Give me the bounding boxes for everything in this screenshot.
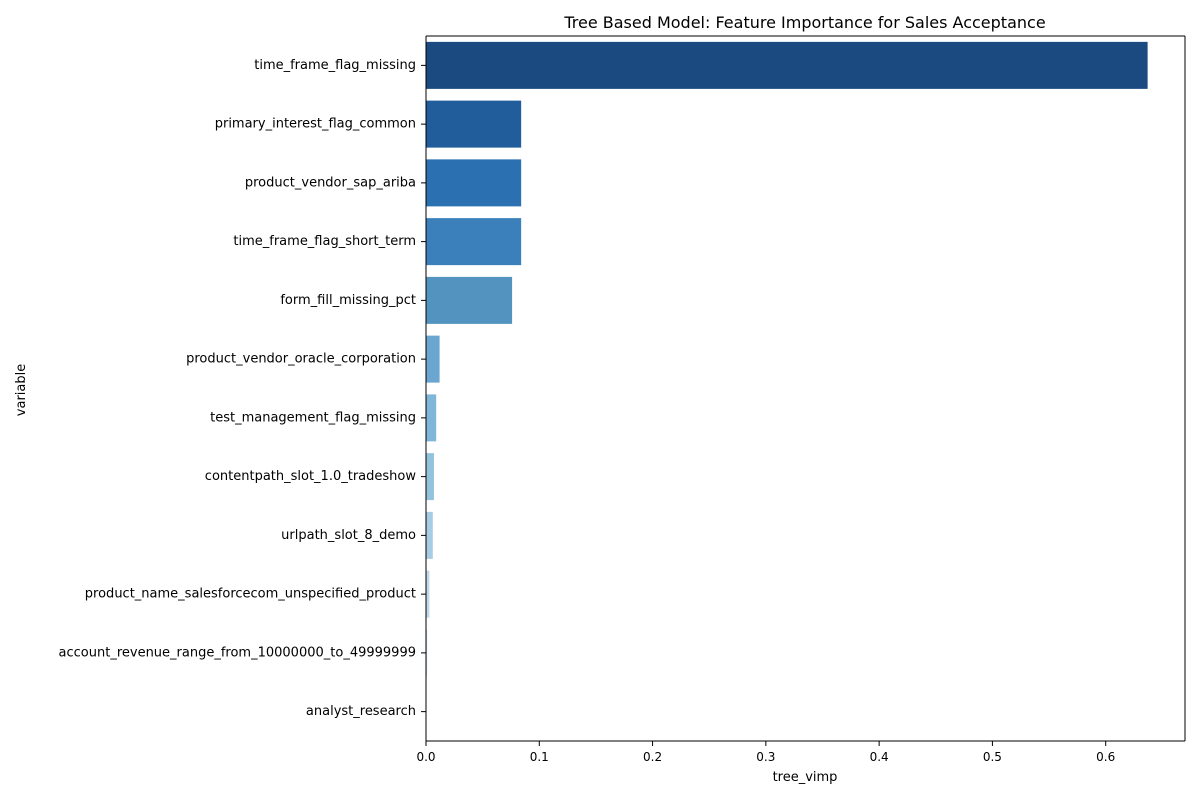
y-tick-label: product_name_salesforcecom_unspecified_p… — [85, 587, 416, 602]
axes — [421, 35, 1186, 746]
chart-title: Tree Based Model: Feature Importance for… — [563, 13, 1045, 32]
x-tick-label: 0.1 — [530, 750, 549, 764]
y-tick-label: form_fill_missing_pct — [280, 293, 416, 308]
bar-product_vendor_sap_ariba — [426, 159, 522, 207]
bar-account_revenue_range_from_10000000_to_49999999 — [426, 629, 428, 677]
bar-contentpath_slot_1.0_tradeshow — [426, 453, 434, 501]
bars-layer — [426, 41, 1148, 677]
bar-primary_interest_flag_common — [426, 100, 522, 148]
y-tick-label: primary_interest_flag_common — [215, 117, 416, 132]
x-tick-label: 0.5 — [983, 750, 1002, 764]
bar-urlpath_slot_8_demo — [426, 511, 433, 559]
y-tick-label: product_vendor_sap_ariba — [245, 175, 416, 190]
bar-time_frame_flag_missing — [426, 41, 1148, 89]
bar-product_name_salesforcecom_unspecified_product — [426, 570, 430, 618]
y-tick-label: account_revenue_range_from_10000000_to_4… — [59, 645, 416, 660]
bar-time_frame_flag_short_term — [426, 218, 522, 266]
bar-product_vendor_oracle_corporation — [426, 335, 440, 383]
y-tick-label: product_vendor_oracle_corporation — [186, 352, 416, 367]
bar-test_management_flag_missing — [426, 394, 437, 442]
y-tick-label: contentpath_slot_1.0_tradeshow — [205, 469, 417, 484]
y-tick-label: test_management_flag_missing — [210, 410, 416, 425]
y-tick-label: time_frame_flag_short_term — [233, 234, 416, 249]
y-tick-label: urlpath_slot_8_demo — [281, 528, 416, 543]
y-axis-title: variable — [14, 364, 29, 416]
x-tick-label: 0.3 — [756, 750, 775, 764]
x-tick-label: 0.6 — [1096, 750, 1115, 764]
x-tick-label: 0.0 — [416, 750, 435, 764]
x-tick-labels: 0.0 0.1 0.2 0.3 0.4 0.5 0.6 — [416, 750, 1115, 764]
x-axis-title: tree_vimp — [773, 770, 838, 785]
x-tick-label: 0.2 — [643, 750, 662, 764]
bar-form_fill_missing_pct — [426, 276, 513, 324]
y-tick-label: time_frame_flag_missing — [254, 58, 416, 73]
y-tick-label: analyst_research — [306, 704, 416, 719]
y-tick-labels: time_frame_flag_missing primary_interest_… — [59, 58, 417, 719]
x-tick-label: 0.4 — [870, 750, 889, 764]
